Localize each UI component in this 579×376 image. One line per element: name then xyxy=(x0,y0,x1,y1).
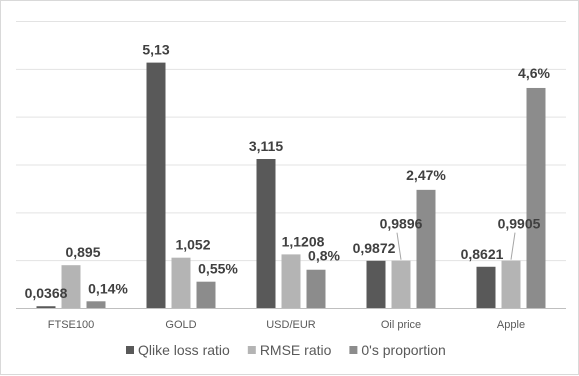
bar-3-usd-eur xyxy=(306,269,326,308)
data-labels: 0,0368 5,13 3,115 0,9872 0,8621 0,895 1,052 1,1… xyxy=(25,42,551,302)
bar-1-ftse100 xyxy=(36,306,56,308)
data-label: 0,9905 xyxy=(498,216,541,232)
legend-label: 0's proportion xyxy=(361,342,445,358)
category-label: Apple xyxy=(497,319,525,331)
bar-2-oil-price xyxy=(391,260,411,308)
bar-1-apple xyxy=(476,266,496,308)
legend: Qlike loss ratio RMSE ratio 0's proportion xyxy=(126,342,446,358)
bar-3-gold xyxy=(196,281,216,308)
data-label: 0,14% xyxy=(88,280,128,296)
leader-line xyxy=(510,232,516,260)
category-label: GOLD xyxy=(165,319,196,331)
legend-label: Qlike loss ratio xyxy=(138,342,230,358)
data-label: 1,052 xyxy=(175,237,210,253)
bar-1-oil-price xyxy=(366,260,386,308)
bar-3-apple xyxy=(526,87,546,308)
data-label: 0,8% xyxy=(308,248,340,264)
category-label: USD/EUR xyxy=(266,319,316,331)
bar-1-gold xyxy=(146,62,166,308)
bar-2-gold xyxy=(171,257,191,308)
category-label: FTSE100 xyxy=(48,319,94,331)
data-label: 0,895 xyxy=(65,244,100,260)
data-label: 0,9896 xyxy=(380,216,423,232)
data-label: 2,47% xyxy=(406,167,446,183)
data-label: 4,6% xyxy=(518,65,550,81)
bar-2-usd-eur xyxy=(281,254,301,308)
legend-label: RMSE ratio xyxy=(260,342,332,358)
data-label: 1,1208 xyxy=(282,233,325,249)
data-label: 0,9872 xyxy=(353,240,396,256)
data-label: 3,115 xyxy=(249,138,283,154)
bar-1-usd-eur xyxy=(256,158,276,308)
bar-2-ftse100 xyxy=(61,265,81,308)
category-label: Oil price xyxy=(381,319,421,331)
gridlines xyxy=(16,21,566,309)
data-label: 0,0368 xyxy=(25,285,68,301)
legend-swatch xyxy=(247,346,256,354)
data-label: 0,55% xyxy=(198,261,238,277)
leader-lines xyxy=(396,232,516,260)
leader-line xyxy=(396,232,402,260)
legend-swatch xyxy=(126,346,134,354)
bar-2-apple xyxy=(501,260,521,308)
bar-3-oil-price xyxy=(416,189,436,308)
legend-swatch xyxy=(349,346,358,354)
data-label: 5,13 xyxy=(142,42,169,58)
bars xyxy=(36,62,546,308)
category-labels: FTSE100 GOLD USD/EUR Oil price Apple xyxy=(48,319,525,331)
data-label: 0,8621 xyxy=(461,246,504,262)
bar-3-ftse100 xyxy=(86,301,106,308)
